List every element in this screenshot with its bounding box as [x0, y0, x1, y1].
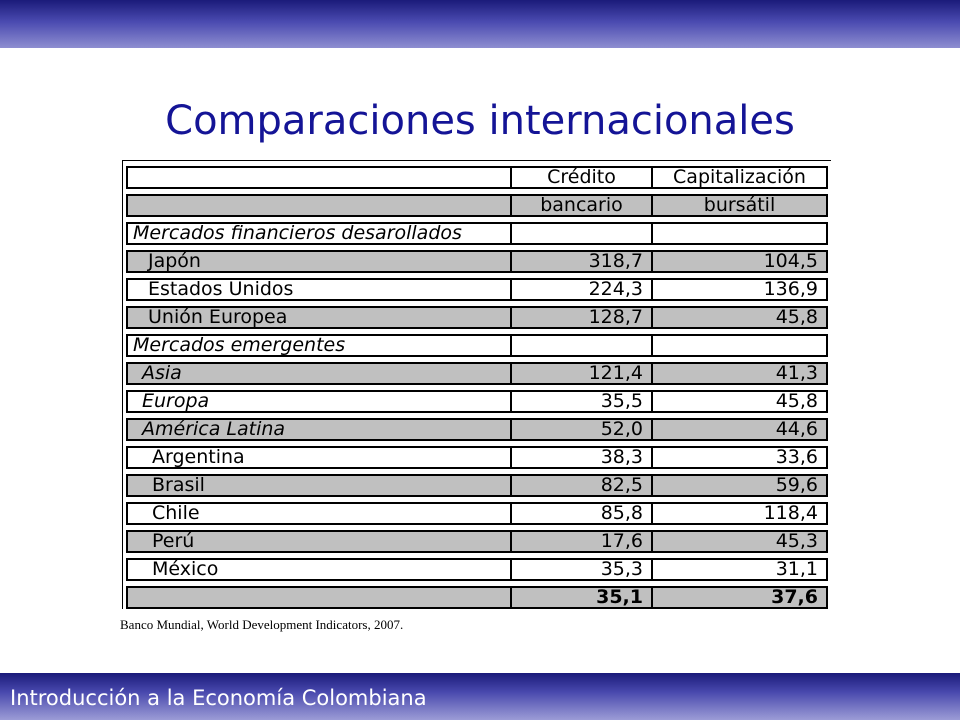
row-label: Chile	[126, 502, 512, 525]
row-label: Europa	[126, 390, 512, 413]
row-label: México	[126, 558, 512, 581]
total-label	[126, 586, 512, 609]
source-note: Banco Mundial, World Development Indicat…	[120, 617, 404, 632]
row-credit	[510, 334, 653, 357]
row-credit: 318,7	[510, 250, 653, 273]
row-capitalization: 33,6	[651, 446, 828, 469]
row-credit	[510, 222, 653, 245]
comparison-table: Crédito Capitalización bancario bursátil…	[122, 160, 831, 609]
row-capitalization: 59,6	[651, 474, 828, 497]
row-capitalization: 44,6	[651, 418, 828, 441]
top-decorative-band	[0, 0, 960, 48]
row-credit: 17,6	[510, 530, 653, 553]
row-credit: 52,0	[510, 418, 653, 441]
row-label: Perú	[126, 530, 512, 553]
row-capitalization	[651, 222, 828, 245]
header-empty-cell	[126, 194, 512, 217]
row-credit: 85,8	[510, 502, 653, 525]
row-label: América Latina	[126, 418, 512, 441]
total-capitalization: 37,6	[651, 586, 828, 609]
header-credit: Crédito	[510, 166, 653, 189]
row-credit: 121,4	[510, 362, 653, 385]
header-empty-cell	[126, 166, 512, 189]
row-capitalization	[651, 334, 828, 357]
row-credit: 35,3	[510, 558, 653, 581]
row-credit: 38,3	[510, 446, 653, 469]
header-credit-sub: bancario	[510, 194, 653, 217]
row-capitalization: 45,8	[651, 306, 828, 329]
row-credit: 35,5	[510, 390, 653, 413]
row-label: Estados Unidos	[126, 278, 512, 301]
row-label: Argentina	[126, 446, 512, 469]
header-capitalization-sub: bursátil	[651, 194, 828, 217]
row-label: Brasil	[126, 474, 512, 497]
header-capitalization: Capitalización	[651, 166, 828, 189]
row-label: Mercados emergentes	[126, 334, 512, 357]
row-credit: 224,3	[510, 278, 653, 301]
total-credit: 35,1	[510, 586, 653, 609]
row-capitalization: 45,3	[651, 530, 828, 553]
row-capitalization: 45,8	[651, 390, 828, 413]
row-label: Unión Europea	[126, 306, 512, 329]
row-capitalization: 31,1	[651, 558, 828, 581]
row-label: Mercados financieros desarollados	[126, 222, 512, 245]
row-credit: 82,5	[510, 474, 653, 497]
row-label: Japón	[126, 250, 512, 273]
bottom-decorative-band	[0, 673, 960, 720]
slide-title: Comparaciones internacionales	[165, 98, 795, 144]
row-label: Asia	[126, 362, 512, 385]
row-capitalization: 136,9	[651, 278, 828, 301]
row-capitalization: 104,5	[651, 250, 828, 273]
footer-course-title: Introducción a la Economía Colombiana	[10, 686, 427, 710]
row-capitalization: 118,4	[651, 502, 828, 525]
row-capitalization: 41,3	[651, 362, 828, 385]
row-credit: 128,7	[510, 306, 653, 329]
